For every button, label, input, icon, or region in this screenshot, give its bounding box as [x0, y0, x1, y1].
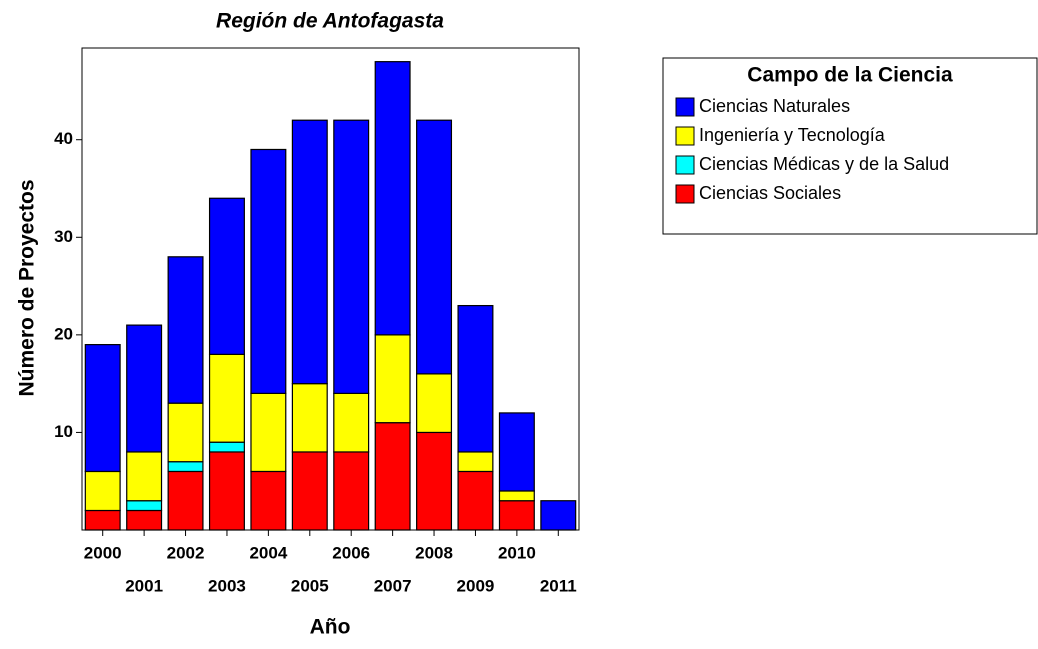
- bar-segment: [167, 470, 204, 531]
- legend-label: Ingeniería y Tecnología: [699, 125, 886, 145]
- bar-segment: [167, 256, 204, 404]
- bar-segment: [250, 470, 287, 531]
- bar-segment: [333, 451, 370, 531]
- legend-box: [662, 57, 1038, 235]
- y-tick-label: 30: [54, 227, 73, 246]
- bar-segment: [126, 509, 163, 531]
- x-tick-label: 2004: [249, 543, 287, 562]
- y-tick-label: 20: [54, 324, 73, 343]
- bar-segment: [374, 61, 411, 336]
- bar-segment: [540, 500, 577, 531]
- x-tick-label: 2010: [498, 543, 536, 562]
- legend-label: Ciencias Médicas y de la Salud: [699, 154, 949, 174]
- legend-swatch: [675, 97, 695, 117]
- bar-segment: [333, 119, 370, 395]
- x-tick-label: 2000: [84, 543, 122, 562]
- bar-segment: [84, 470, 121, 512]
- y-tick-label: 40: [54, 129, 73, 148]
- legend-title: Campo de la Ciencia: [747, 64, 953, 87]
- bar-segment: [208, 451, 245, 531]
- bar-segment: [84, 509, 121, 531]
- x-axis-label: Año: [310, 616, 351, 639]
- x-tick-label: 2009: [457, 576, 495, 595]
- plot-frame: [81, 47, 580, 531]
- chart-title: Región de Antofagasta: [216, 10, 444, 33]
- bar-segment: [291, 383, 328, 453]
- bar-segment: [208, 441, 245, 453]
- legend-swatch: [675, 126, 695, 146]
- bar-segment: [291, 119, 328, 385]
- bar-segment: [250, 392, 287, 473]
- x-tick-label: 2002: [167, 543, 205, 562]
- bar-segment: [416, 431, 453, 531]
- bar-segment: [126, 324, 163, 453]
- x-tick-label: 2003: [208, 576, 246, 595]
- x-tick-label: 2011: [540, 576, 577, 595]
- bar-segment: [208, 353, 245, 443]
- bar-segment: [250, 148, 287, 395]
- bar-segment: [333, 392, 370, 453]
- bar-segment: [457, 304, 494, 453]
- bar-segment: [498, 500, 535, 531]
- bar-segment: [208, 197, 245, 355]
- bar-segment: [498, 412, 535, 492]
- bar-segment: [416, 373, 453, 434]
- y-tick-label: 10: [54, 422, 73, 441]
- bar-segment: [167, 461, 204, 473]
- bar-segment: [126, 451, 163, 502]
- legend-label: Ciencias Naturales: [699, 96, 850, 116]
- x-tick-label: 2001: [125, 576, 163, 595]
- legend-swatch: [675, 184, 695, 204]
- x-tick-label: 2006: [332, 543, 370, 562]
- bar-segment: [457, 451, 494, 473]
- bar-segment: [374, 334, 411, 424]
- bar-segment: [457, 470, 494, 531]
- x-tick-label: 2007: [374, 576, 412, 595]
- x-tick-label: 2008: [415, 543, 453, 562]
- bar-segment: [126, 500, 163, 512]
- bar-segment: [291, 451, 328, 531]
- x-tick-label: 2005: [291, 576, 329, 595]
- bar-segment: [416, 119, 453, 375]
- legend-label: Ciencias Sociales: [699, 183, 841, 203]
- y-axis-label: Número de Proyectos: [16, 179, 39, 396]
- legend-swatch: [675, 155, 695, 175]
- bar-segment: [167, 402, 204, 463]
- bar-segment: [498, 490, 535, 502]
- bar-segment: [374, 422, 411, 531]
- bar-segment: [84, 344, 121, 473]
